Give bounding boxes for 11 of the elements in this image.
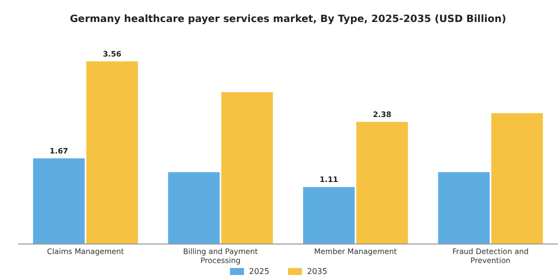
legend-label: 2035 [307, 267, 328, 276]
bar [86, 61, 138, 244]
bar [221, 92, 273, 244]
bar [303, 187, 355, 244]
legend-label: 2025 [249, 267, 270, 276]
bar [168, 172, 220, 244]
chart-title: Germany healthcare payer services market, By Type, 2025-2035 (USD Billion) [70, 14, 506, 25]
bar [491, 113, 543, 244]
bar [33, 158, 85, 244]
bar [356, 122, 408, 244]
bar [438, 172, 490, 244]
